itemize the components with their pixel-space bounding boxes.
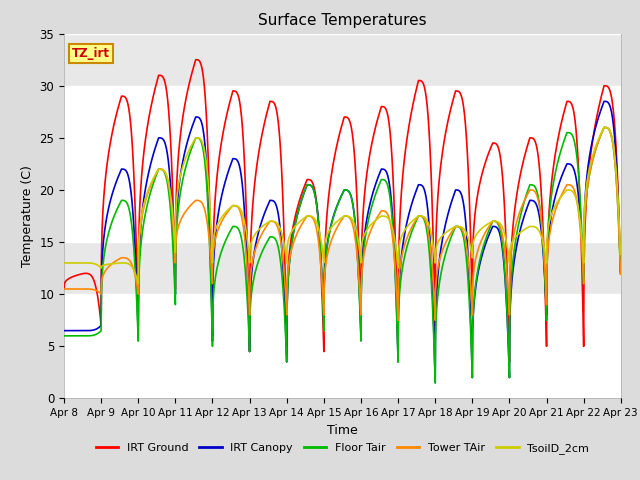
Y-axis label: Temperature (C): Temperature (C) [21, 165, 34, 267]
Bar [64, 242, 621, 294]
Title: Surface Temperatures: Surface Temperatures [258, 13, 427, 28]
Bar [64, 34, 621, 86]
X-axis label: Time: Time [327, 424, 358, 437]
Text: TZ_irt: TZ_irt [72, 48, 110, 60]
Legend: IRT Ground, IRT Canopy, Floor Tair, Tower TAir, TsoilD_2cm: IRT Ground, IRT Canopy, Floor Tair, Towe… [91, 439, 594, 458]
